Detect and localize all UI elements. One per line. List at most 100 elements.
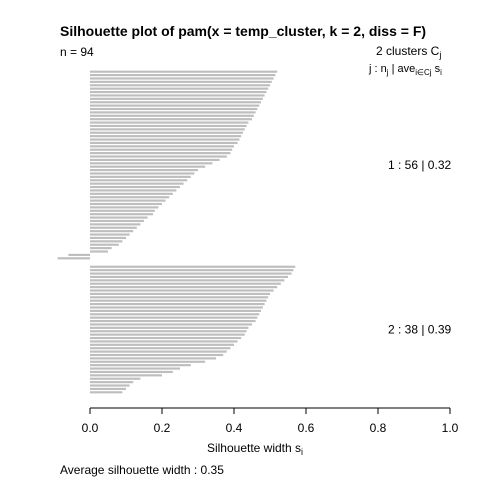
silhouette-bar-c2-36 bbox=[90, 384, 130, 387]
silhouette-bar-c2-13 bbox=[90, 306, 263, 309]
silhouette-bar-c1-26 bbox=[90, 155, 227, 158]
silhouette-bar-c1-42 bbox=[90, 209, 155, 212]
silhouette-bar-c1-19 bbox=[90, 131, 243, 134]
legend-l2-prefix: j : n bbox=[368, 63, 387, 75]
x-tick-label: 0.4 bbox=[226, 421, 243, 435]
silhouette-bar-c2-34 bbox=[90, 377, 141, 380]
legend-header-line2: j : nj | avei∈Cj si bbox=[368, 63, 442, 77]
silhouette-bar-c2-28 bbox=[90, 357, 216, 360]
silhouette-bar-c1-28 bbox=[90, 162, 213, 165]
silhouette-bar-c2-20 bbox=[90, 330, 247, 333]
silhouette-bar-c1-24 bbox=[90, 148, 233, 151]
silhouette-bar-c2-9 bbox=[90, 292, 270, 296]
silhouette-bar-c1-40 bbox=[90, 202, 162, 206]
silhouette-bar-c1-10 bbox=[90, 101, 261, 104]
silhouette-bar-c1-3 bbox=[90, 77, 274, 80]
x-ticks-group: 0.0 0.2 0.4 0.6 0.8 1.0 bbox=[82, 408, 459, 435]
silhouette-bar-c1-12 bbox=[90, 107, 258, 111]
silhouette-bar-c1-31 bbox=[90, 172, 195, 175]
x-axis-label: Silhouette width si bbox=[207, 441, 303, 457]
silhouette-bar-c2-1 bbox=[90, 265, 296, 268]
bars-group bbox=[57, 70, 296, 394]
silhouette-bar-c2-15 bbox=[90, 313, 260, 316]
silhouette-bar-c1-11 bbox=[90, 104, 260, 107]
silhouette-bar-c2-4 bbox=[90, 275, 288, 279]
silhouette-bar-c2-37 bbox=[90, 387, 126, 390]
silhouette-bar-c1-37 bbox=[90, 192, 173, 195]
silhouette-bar-c2-3 bbox=[90, 272, 292, 275]
silhouette-bar-c2-17 bbox=[90, 319, 256, 323]
silhouette-bar-c1-4 bbox=[90, 80, 272, 83]
silhouette-bar-c1-55 bbox=[68, 253, 90, 256]
x-tick-label: 0.0 bbox=[82, 421, 99, 435]
silhouette-bar-c1-52 bbox=[90, 243, 119, 246]
silhouette-bar-c1-7 bbox=[90, 90, 267, 94]
silhouette-bar-c2-24 bbox=[90, 343, 234, 346]
silhouette-bar-c1-29 bbox=[90, 165, 206, 168]
silhouette-bar-c1-44 bbox=[90, 216, 148, 219]
legend-l2-sub1: j bbox=[386, 68, 389, 77]
silhouette-bar-c1-23 bbox=[90, 145, 234, 148]
silhouette-bar-c2-7 bbox=[90, 286, 278, 289]
silhouette-bar-c1-34 bbox=[90, 182, 184, 185]
silhouette-bar-c2-12 bbox=[90, 303, 265, 306]
silhouette-bar-c1-1 bbox=[90, 70, 278, 73]
silhouette-bar-c2-35 bbox=[90, 381, 134, 384]
legend-clusters-text: 2 clusters C bbox=[376, 44, 440, 58]
silhouette-bar-c2-32 bbox=[90, 370, 173, 374]
silhouette-bar-c2-18 bbox=[90, 323, 252, 326]
silhouette-bar-c1-22 bbox=[90, 141, 238, 145]
silhouette-bar-c2-29 bbox=[90, 360, 206, 363]
x-tick-label: 0.6 bbox=[298, 421, 315, 435]
silhouette-bar-c2-31 bbox=[90, 367, 180, 370]
cluster-label-1: 1 : 56 | 0.32 bbox=[388, 158, 451, 172]
silhouette-bar-c1-36 bbox=[90, 189, 177, 192]
silhouette-bar-c1-45 bbox=[90, 219, 144, 223]
silhouette-bar-c2-27 bbox=[90, 353, 224, 357]
silhouette-bar-c1-43 bbox=[90, 213, 153, 216]
silhouette-bar-c2-23 bbox=[90, 340, 238, 343]
silhouette-bar-c1-46 bbox=[90, 223, 141, 226]
silhouette-bar-c2-19 bbox=[90, 326, 249, 329]
silhouette-bar-c1-50 bbox=[90, 236, 126, 240]
silhouette-bar-c2-11 bbox=[90, 299, 267, 302]
legend-l2-suffix: s bbox=[432, 63, 441, 75]
legend-clusters-sub: j bbox=[438, 50, 441, 60]
silhouette-bar-c1-15 bbox=[90, 118, 252, 121]
silhouette-bar-c1-54 bbox=[90, 250, 108, 253]
silhouette-bar-c2-26 bbox=[90, 350, 227, 353]
silhouette-bar-c1-32 bbox=[90, 175, 191, 178]
silhouette-bar-c2-22 bbox=[90, 336, 242, 340]
silhouette-bar-c2-38 bbox=[90, 391, 123, 394]
silhouette-bar-c2-21 bbox=[90, 333, 245, 336]
silhouette-bar-c2-8 bbox=[90, 289, 274, 292]
silhouette-bar-c1-47 bbox=[90, 226, 137, 229]
silhouette-bar-c1-2 bbox=[90, 74, 276, 77]
x-tick-label: 1.0 bbox=[442, 421, 459, 435]
silhouette-bar-c1-33 bbox=[90, 179, 188, 182]
silhouette-bar-c2-30 bbox=[90, 364, 191, 367]
legend-l2-mid: | ave bbox=[389, 63, 416, 75]
silhouette-bar-c1-35 bbox=[90, 185, 180, 189]
silhouette-bar-c1-39 bbox=[90, 199, 166, 202]
silhouette-bar-c2-16 bbox=[90, 316, 258, 319]
chart-title: Silhouette plot of pam(x = temp_cluster,… bbox=[60, 23, 426, 39]
silhouette-bar-c1-56 bbox=[57, 257, 90, 260]
silhouette-bar-c2-25 bbox=[90, 347, 231, 350]
silhouette-bar-c1-53 bbox=[90, 247, 112, 250]
legend-header-clusters: 2 clusters Cj bbox=[376, 44, 441, 60]
cluster-labels-group: 1 : 56 | 0.32 2 : 38 | 0.39 bbox=[388, 158, 451, 337]
silhouette-bar-c1-13 bbox=[90, 111, 256, 114]
silhouette-bar-c1-14 bbox=[90, 114, 254, 117]
silhouette-bar-c1-38 bbox=[90, 196, 170, 199]
silhouette-bar-c2-2 bbox=[90, 269, 294, 272]
silhouette-bar-c1-51 bbox=[90, 240, 123, 243]
silhouette-bar-c1-9 bbox=[90, 97, 263, 100]
silhouette-bar-c1-25 bbox=[90, 152, 231, 155]
legend-l2-sub3: i bbox=[440, 68, 442, 77]
silhouette-bar-c1-20 bbox=[90, 135, 242, 138]
silhouette-bar-c1-18 bbox=[90, 128, 245, 131]
xlabel-sub: i bbox=[301, 447, 303, 457]
silhouette-bar-c1-30 bbox=[90, 168, 198, 172]
